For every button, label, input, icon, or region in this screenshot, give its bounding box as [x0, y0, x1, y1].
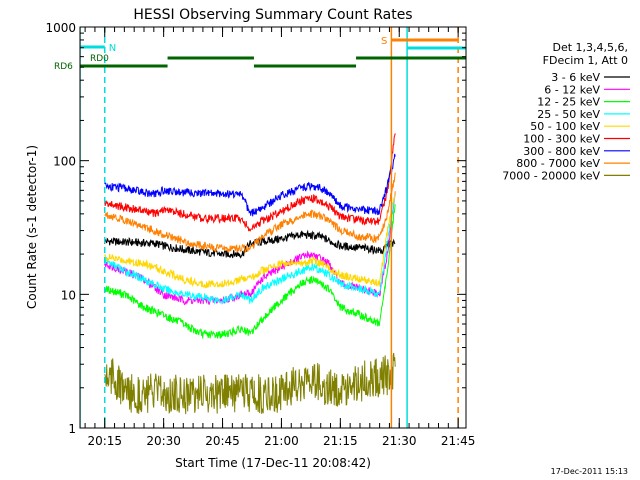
legend-label-800-7000-kev: 800 - 7000 keV [516, 157, 600, 170]
y-tick-label-10: 10 [61, 288, 76, 302]
marker-label-s: S [381, 36, 387, 47]
state-label-rd0: RD0 [90, 54, 109, 64]
legend-label-100-300-kev: 100 - 300 keV [523, 133, 600, 146]
legend-label-25-50-kev: 25 - 50 keV [537, 108, 600, 121]
axes: 1 10 100 1000 20:15 20:30 20:45 21:00 21:15 21:30… [45, 21, 475, 448]
series-line-800-7000-kev [104, 172, 396, 254]
x-tick-label-20-15: 20:15 [87, 434, 122, 448]
series-line-12-25-kev [104, 204, 396, 339]
legend-header-line-1: Det 1,3,4,5,6, [552, 41, 628, 54]
legend-label-50-100-kev: 50 - 100 keV [530, 120, 600, 133]
x-tick-label-21-30: 21:30 [382, 434, 417, 448]
state-label-rd6: RD6 [54, 62, 73, 72]
x-tick-label-20-30: 20:30 [146, 434, 181, 448]
marker-bars: NS [80, 36, 466, 54]
legend-label-6-12-kev: 6 - 12 keV [544, 83, 600, 96]
y-axis-label: Count Rate (s-1 detector-1) [25, 145, 39, 309]
marker-label-n: N [109, 43, 116, 54]
series-line-3-6-kev [104, 229, 396, 259]
series-line-50-100-kev [104, 191, 396, 289]
y-tick-label-1000: 1000 [45, 21, 76, 35]
y-tick-label-100: 100 [53, 155, 76, 169]
x-tick-label-21-45: 21:45 [441, 434, 476, 448]
plot-frame [79, 26, 467, 429]
series-layer [80, 27, 459, 428]
x-tick-label-21-00: 21:00 [264, 434, 299, 448]
x-tick-label-21-15: 21:15 [323, 434, 358, 448]
legend-label-300-800-kev: 300 - 800 keV [523, 145, 600, 158]
state-bars: RD0 RD6 [54, 54, 466, 72]
x-tick-label-20-45: 20:45 [205, 434, 240, 448]
legend-header-line-2: FDecim 1, Att 0 [543, 54, 628, 67]
legend-label-12-25-kev: 12 - 25 keV [537, 96, 600, 109]
legend-label-3-6-kev: 3 - 6 keV [551, 71, 600, 84]
footer-timestamp: 17-Dec-2011 15:13 [551, 467, 628, 476]
y-tick-label-1: 1 [68, 422, 76, 436]
x-axis-label: Start Time (17-Dec-11 20:08:42) [175, 456, 371, 470]
series-line-300-800-kev [104, 153, 396, 217]
legend-label-7000-20000-kev: 7000 - 20000 keV [502, 169, 600, 182]
series-line-7000-20000-kev [104, 352, 396, 415]
chart-title: HESSI Observing Summary Count Rates [133, 7, 412, 23]
series-line-100-300-kev [104, 133, 396, 232]
series-line-25-50-kev [104, 193, 396, 305]
